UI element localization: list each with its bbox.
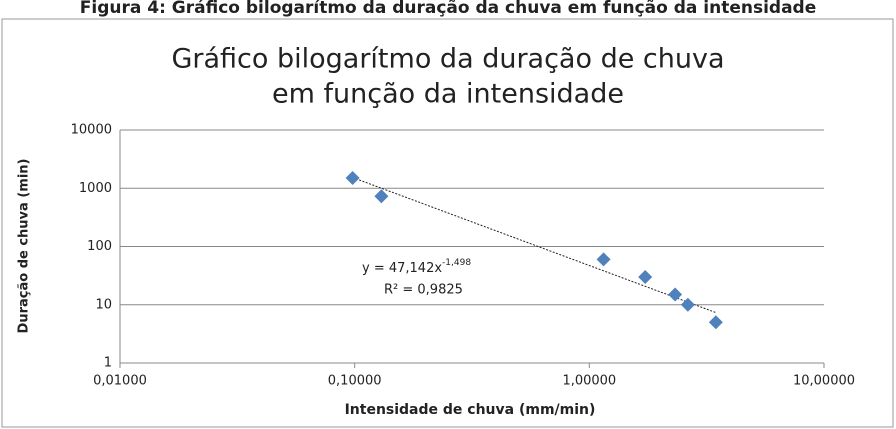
- chart-title: Gráfico bilogarítmo da duração de chuva: [171, 44, 724, 75]
- chart-border: [1, 18, 894, 428]
- data-point: [638, 269, 653, 284]
- chart-title: em função da intensidade: [272, 79, 624, 110]
- y-tick-label: 10000: [71, 123, 112, 138]
- data-point: [345, 170, 360, 185]
- data-point: [680, 297, 695, 312]
- data-point: [374, 189, 389, 204]
- data-point: [596, 252, 611, 267]
- y-tick-label: 1: [104, 356, 112, 371]
- data-point: [668, 287, 683, 302]
- y-tick-label: 10: [95, 297, 112, 312]
- r-squared: R² = 0,9825: [384, 283, 463, 298]
- trendline-equation: y = 47,142x-1,498: [362, 258, 471, 276]
- x-axis-label: Intensidade de chuva (mm/min): [345, 402, 596, 418]
- x-tick-label: 10,00000: [793, 374, 855, 389]
- x-tick-label: 0,01000: [93, 374, 147, 389]
- data-point: [708, 315, 723, 330]
- x-tick-label: 0,10000: [328, 374, 382, 389]
- y-tick-label: 1000: [79, 181, 112, 196]
- y-tick-label: 100: [87, 239, 112, 254]
- equation-text: y = 47,142x: [362, 261, 442, 276]
- y-axis-label: Duração de chuva (min): [17, 159, 32, 334]
- x-tick-label: 1,00000: [562, 374, 616, 389]
- caption: Figura 4: Gráfico bilogarítmo da duração…: [80, 0, 817, 18]
- trendline: [352, 177, 717, 314]
- equation-exponent: -1,498: [442, 258, 471, 268]
